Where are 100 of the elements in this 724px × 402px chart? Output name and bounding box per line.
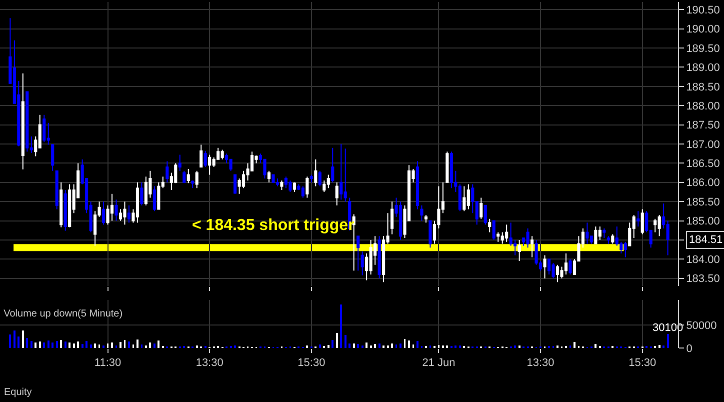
- y-tick-label: 184.00: [686, 254, 720, 266]
- x-tick-label: 13:30: [196, 357, 224, 370]
- y-tick-label: 188.00: [686, 100, 720, 112]
- candlestick: [340, 144, 343, 200]
- y-tick-label: 187.00: [686, 138, 720, 151]
- candlestick: [166, 160, 169, 183]
- y-tick-label: 188.50: [686, 81, 720, 94]
- candlestick: [640, 208, 644, 235]
- y-tick-label: 186.50: [686, 158, 720, 170]
- candlestick: [624, 241, 627, 258]
- candlestick: [276, 178, 280, 187]
- candlestick: [280, 180, 284, 191]
- candlestick: [505, 224, 508, 242]
- candlestick: [492, 220, 496, 240]
- candlestick: [654, 218, 657, 233]
- candlestick: [318, 170, 322, 187]
- candlestick: [204, 150, 207, 168]
- candlestick: [602, 228, 606, 239]
- candlestick: [272, 174, 275, 184]
- candlestick: [543, 254, 546, 279]
- y-tick-label: 0: [686, 342, 692, 355]
- candlestick: [466, 184, 470, 210]
- candlestick: [178, 154, 182, 172]
- candlestick: [314, 158, 318, 187]
- candlestick: [658, 214, 661, 237]
- text: Volume up down(5 Minute): [4, 308, 123, 320]
- candlestick: [611, 234, 614, 244]
- candlestick: [552, 262, 555, 279]
- candlestick: [420, 204, 424, 222]
- candlestick: [594, 226, 598, 244]
- y-tick-label: 183.50: [686, 273, 720, 286]
- candlestick: [186, 168, 190, 184]
- x-tick-label: 15:30: [628, 357, 656, 370]
- candlestick: [21, 72, 24, 170]
- candlestick: [64, 190, 67, 232]
- candlestick: [26, 91, 29, 152]
- candlestick: [208, 154, 212, 176]
- candlestick: [636, 210, 640, 228]
- x-tick-label: 11:30: [94, 357, 122, 370]
- candlestick: [136, 182, 140, 224]
- candlestick: [606, 236, 610, 244]
- candlestick: [306, 176, 309, 198]
- candlestick: [556, 264, 560, 283]
- candlestick: [182, 170, 186, 184]
- candlestick: [450, 151, 453, 189]
- candlestick: [114, 199, 118, 222]
- y-tick-label: 186.00: [686, 177, 720, 190]
- candlestick: [462, 186, 466, 212]
- candlestick: [123, 201, 126, 226]
- y-tick-label: 189.50: [686, 42, 720, 55]
- y-tick-label: 187.50: [686, 120, 720, 132]
- candlestick: [378, 236, 381, 279]
- candlestick: [326, 174, 330, 189]
- candlestick: [234, 174, 237, 194]
- candlestick: [68, 184, 72, 228]
- candlestick: [428, 220, 432, 248]
- candlestick: [480, 197, 483, 220]
- candlestick: [526, 228, 530, 248]
- candlestick: [51, 144, 54, 172]
- x-tick-label: 13:30: [526, 357, 554, 370]
- y-tick-label: 189.00: [686, 62, 720, 74]
- candlestick: [586, 222, 589, 244]
- candlestick: [360, 250, 364, 276]
- candlestick: [547, 258, 551, 275]
- text: Equity: [4, 387, 32, 398]
- candlestick: [518, 239, 521, 262]
- candlestick: [220, 149, 224, 160]
- candlestick: [267, 170, 271, 183]
- candlestick: [496, 232, 500, 242]
- candlestick: [598, 226, 602, 240]
- text: 184.51: [689, 234, 723, 246]
- candlestick: [55, 170, 58, 210]
- candlestick: [127, 204, 131, 224]
- candlestick: [152, 186, 156, 212]
- candlestick: [191, 180, 194, 189]
- x-tick-label: 15:30: [298, 357, 326, 370]
- candlestick: [42, 114, 46, 143]
- candlestick: [310, 174, 313, 183]
- candlestick: [530, 236, 534, 258]
- candlestick: [102, 201, 106, 226]
- candlestick: [564, 252, 568, 275]
- x-tick-label: 21 Jun: [422, 357, 456, 370]
- candlestick: [292, 182, 296, 192]
- y-tick-label: 50000: [686, 320, 717, 332]
- candlestick: [424, 214, 428, 224]
- candlestick: [390, 201, 394, 235]
- candlestick: [200, 144, 203, 168]
- candlestick: [335, 182, 338, 206]
- candlestick: [398, 201, 402, 240]
- candlestick: [288, 180, 292, 192]
- candlestick: [446, 151, 449, 183]
- candlestick: [195, 170, 198, 189]
- candlestick: [301, 186, 304, 198]
- candlestick: [356, 236, 360, 272]
- candlestick: [568, 258, 572, 275]
- y-tick-label: 190.50: [686, 4, 720, 17]
- candlestick: [60, 182, 63, 228]
- y-tick-label: 185.00: [686, 216, 720, 228]
- candlestick: [488, 218, 492, 233]
- y-tick-label: 190.00: [686, 24, 720, 36]
